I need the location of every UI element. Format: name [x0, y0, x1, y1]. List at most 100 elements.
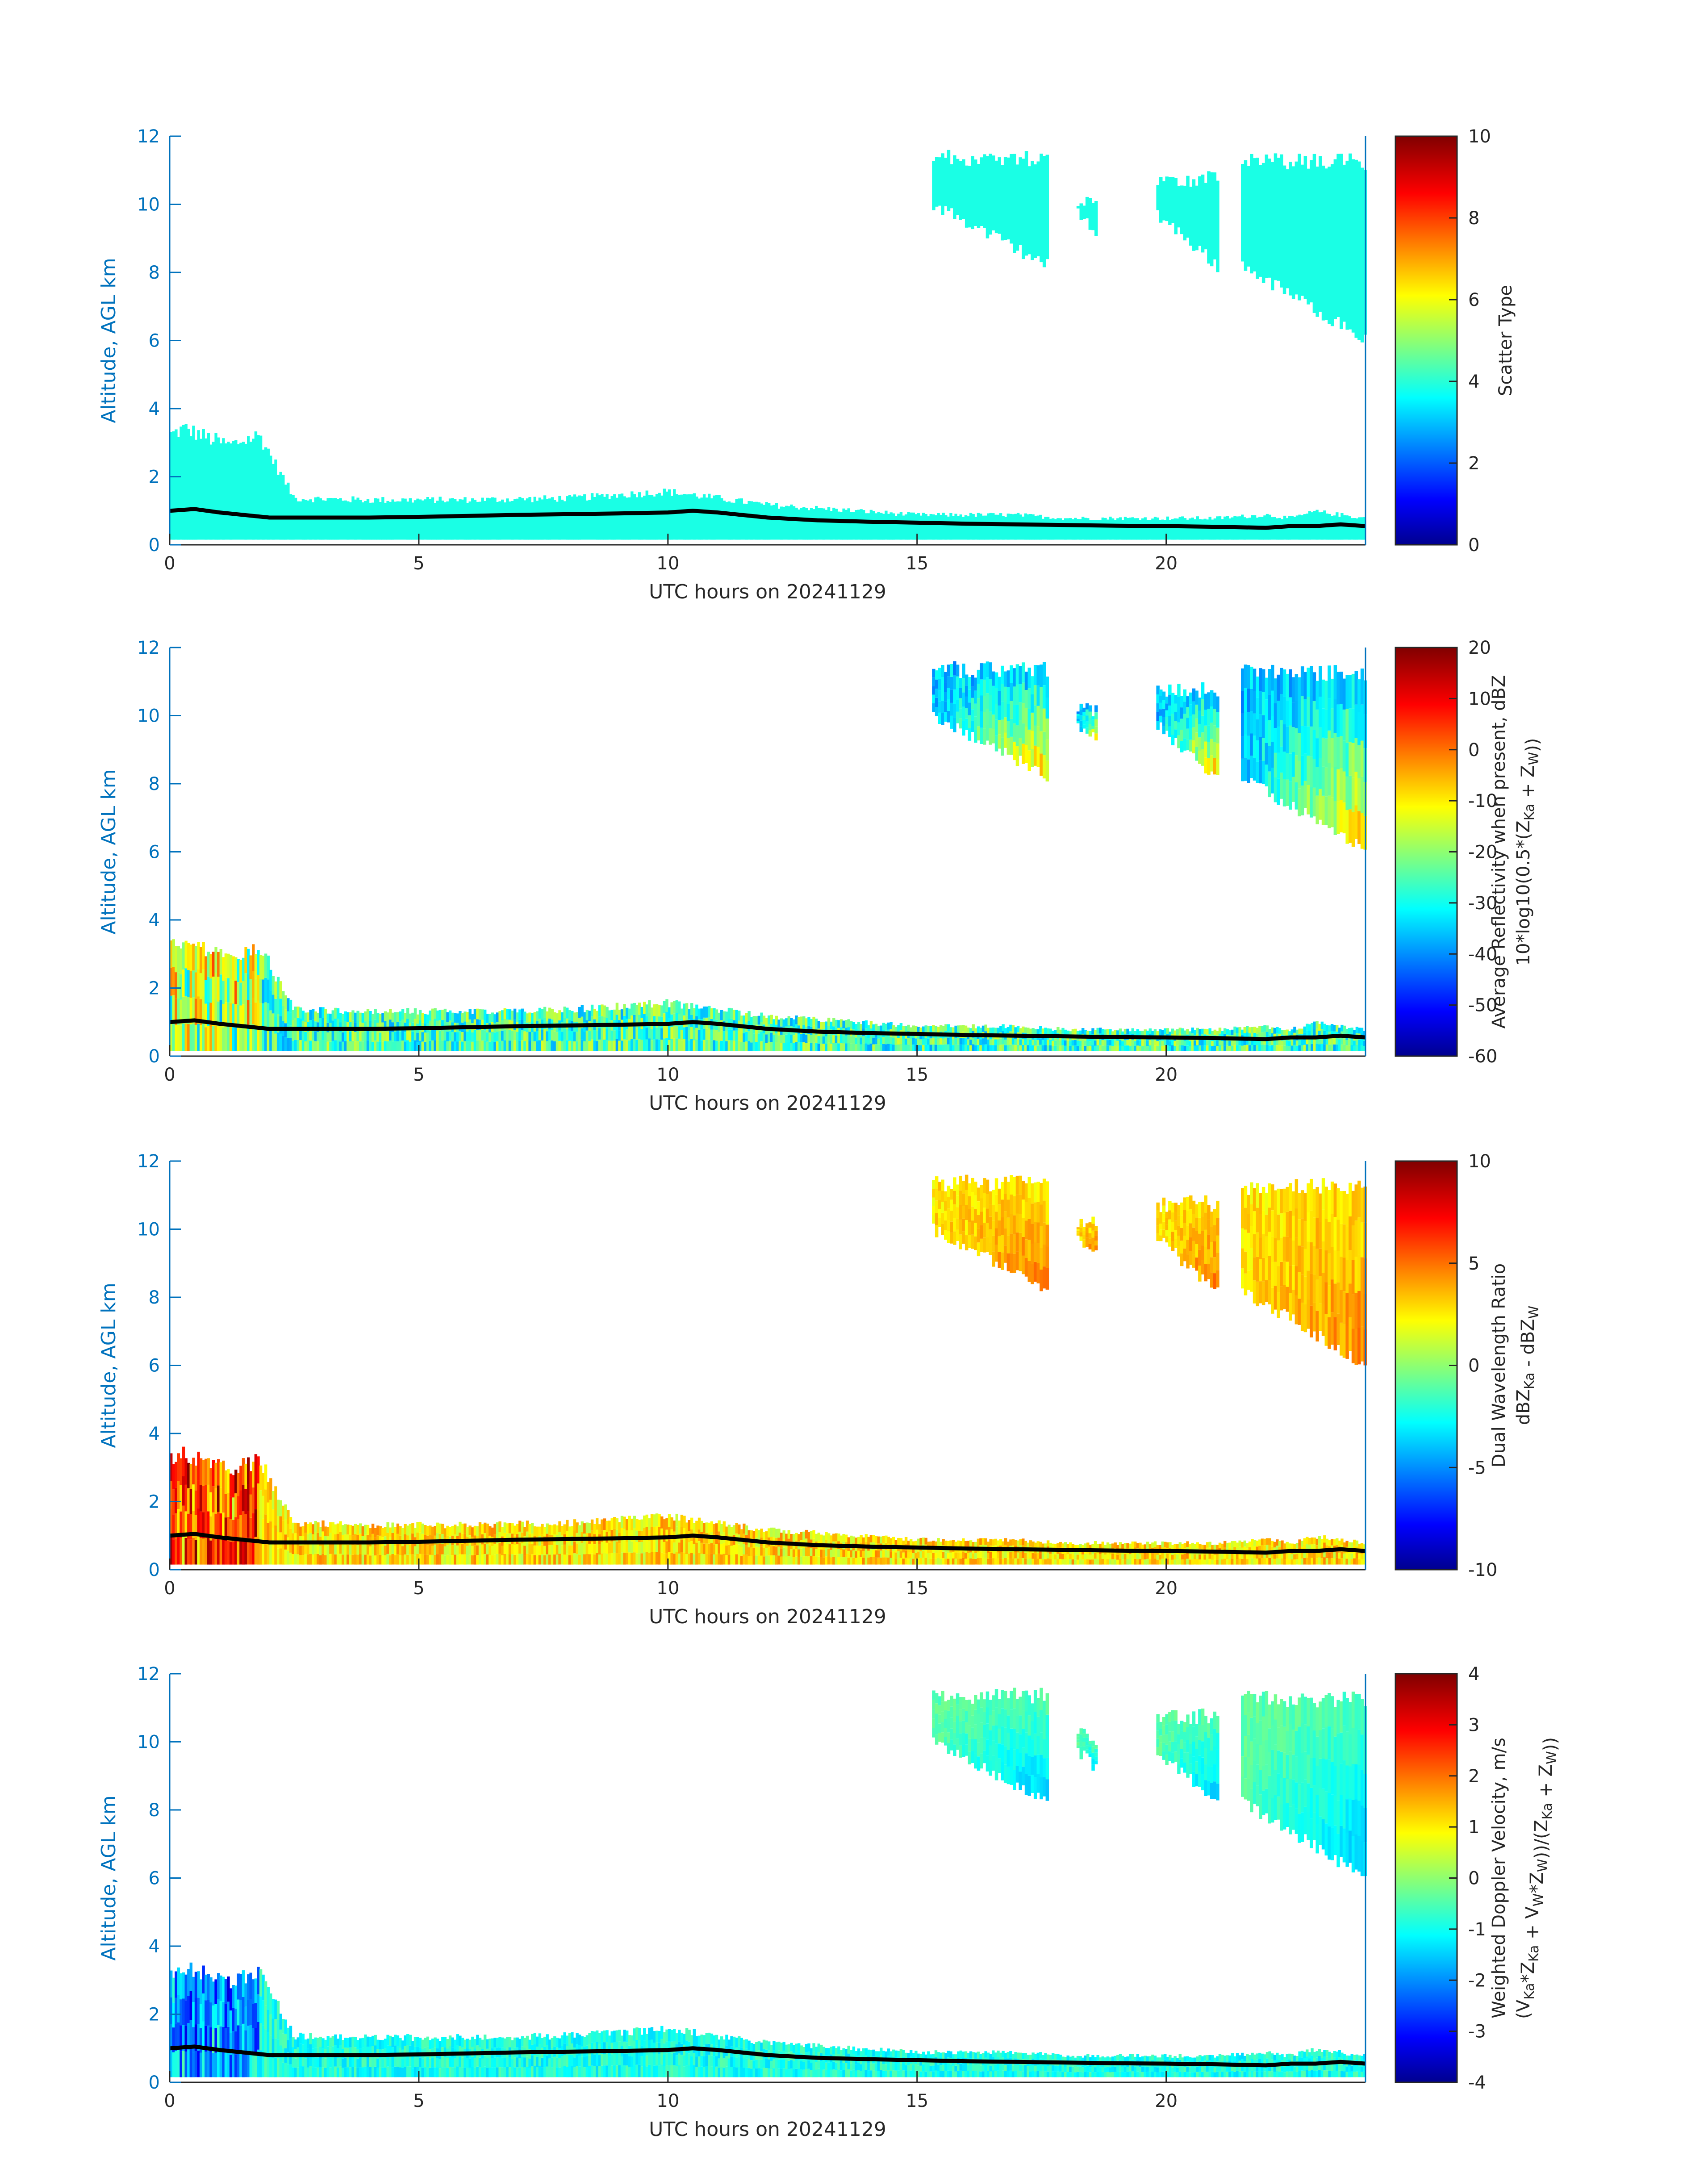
echo-cell	[675, 1526, 678, 1539]
echo-cell	[376, 1525, 380, 1535]
echo-cell	[643, 1540, 646, 1553]
echo-cell	[1041, 1559, 1045, 1565]
echo-cell	[219, 1462, 222, 1488]
echo-cell	[381, 1546, 384, 1556]
echo-cell	[1298, 1539, 1301, 1546]
echo-cell	[1096, 1544, 1099, 1549]
echo-cell	[207, 1001, 210, 1026]
echo-cell	[1156, 721, 1160, 730]
echo-cell	[1315, 795, 1319, 824]
echo-cell	[1091, 1040, 1094, 1045]
echo-cell	[1271, 1027, 1274, 1033]
echo-cell	[413, 1528, 417, 1538]
echo-cell	[1188, 1554, 1192, 1560]
echo-cell	[536, 1041, 539, 1051]
echo-cell	[845, 1557, 848, 1565]
echo-cell	[802, 1042, 806, 1051]
echo-cell	[1291, 166, 1295, 299]
y-tick-label: 12	[137, 126, 160, 147]
echo-cell	[1236, 1033, 1239, 1040]
colorbar-tick-label: 4	[1468, 372, 1479, 392]
echo-cell	[518, 1542, 522, 1554]
echo-cell	[785, 1549, 788, 1557]
echo-cell	[949, 1045, 952, 1051]
echo-cell	[1036, 1559, 1040, 1565]
echo-cell	[269, 1478, 272, 1500]
echo-cell	[934, 1045, 938, 1051]
echo-cell	[971, 720, 974, 732]
echo-cell	[1148, 1040, 1152, 1045]
echo-cell	[1196, 1542, 1199, 1548]
echo-cell	[284, 485, 287, 540]
echo-cell	[1221, 1046, 1224, 1051]
echo-cell	[1360, 777, 1364, 813]
echo-cell	[361, 1041, 364, 1051]
echo-cell	[498, 1532, 501, 1543]
echo-cell	[1258, 1045, 1261, 1051]
echo-cell	[560, 1012, 564, 1022]
echo-cell	[1363, 1041, 1366, 1046]
echo-cell	[832, 1034, 835, 1043]
echo-cell	[506, 498, 509, 540]
echo-cell	[184, 996, 188, 1024]
echo-cell	[752, 1042, 756, 1051]
echo-cell	[271, 1032, 275, 1051]
x-tick-label: 20	[1155, 553, 1178, 574]
echo-cell	[576, 496, 579, 540]
echo-cell	[1298, 677, 1301, 705]
echo-cell	[1042, 755, 1046, 779]
echo-cell	[247, 974, 250, 1000]
echo-cell	[1183, 689, 1187, 702]
echo-cell	[324, 1546, 327, 1555]
echo-cell	[1086, 1553, 1090, 1559]
echo-cell	[762, 1548, 766, 1557]
echo-cell	[546, 1011, 549, 1021]
echo-cell	[665, 1518, 668, 1530]
echo-cell	[1010, 719, 1013, 737]
echo-cell	[1082, 712, 1086, 716]
echo-cell	[1057, 518, 1060, 540]
echo-cell	[842, 1534, 845, 1542]
echo-cell	[541, 1544, 544, 1554]
echo-cell	[1129, 1559, 1132, 1565]
echo-cell	[386, 1543, 389, 1554]
echo-cell	[1293, 1544, 1296, 1549]
echo-cell	[972, 1542, 975, 1548]
echo-cell	[558, 1543, 561, 1554]
echo-cell	[1323, 1030, 1326, 1037]
echo-cell	[1004, 1558, 1007, 1565]
echo-cell	[1303, 1039, 1306, 1045]
echo-cell	[1141, 1040, 1144, 1046]
echo-cell	[344, 1011, 347, 1021]
echo-cell	[473, 1030, 477, 1040]
echo-cell	[957, 516, 960, 540]
echo-cell	[1139, 1542, 1142, 1548]
echo-cell	[1291, 752, 1295, 777]
echo-cell	[792, 1549, 796, 1557]
echo-cell	[825, 1556, 828, 1565]
echo-cell	[678, 1520, 681, 1532]
echo-cell	[578, 1007, 581, 1018]
echo-cell	[678, 1026, 681, 1039]
echo-cell	[1168, 684, 1172, 695]
echo-cell	[989, 154, 992, 235]
echo-cell	[1024, 513, 1027, 540]
echo-cell	[456, 501, 459, 540]
echo-cell	[1059, 1553, 1062, 1559]
echo-cell	[752, 1531, 756, 1540]
echo-cell	[506, 1523, 509, 1534]
echo-cell	[431, 1008, 434, 1020]
echo-cell	[606, 1029, 609, 1040]
echo-cell	[1027, 729, 1031, 751]
echo-cell	[885, 1044, 888, 1051]
echo-cell	[631, 1027, 634, 1039]
echo-cell	[675, 1552, 678, 1565]
echo-cell	[180, 1025, 183, 1051]
echo-cell	[571, 1545, 574, 1555]
echo-cell	[1221, 519, 1224, 540]
echo-cell	[748, 1538, 751, 1548]
echo-cell	[623, 1540, 626, 1553]
echo-cell	[1256, 698, 1259, 719]
echo-cell	[1027, 1554, 1030, 1559]
echo-cell	[1298, 1558, 1301, 1565]
